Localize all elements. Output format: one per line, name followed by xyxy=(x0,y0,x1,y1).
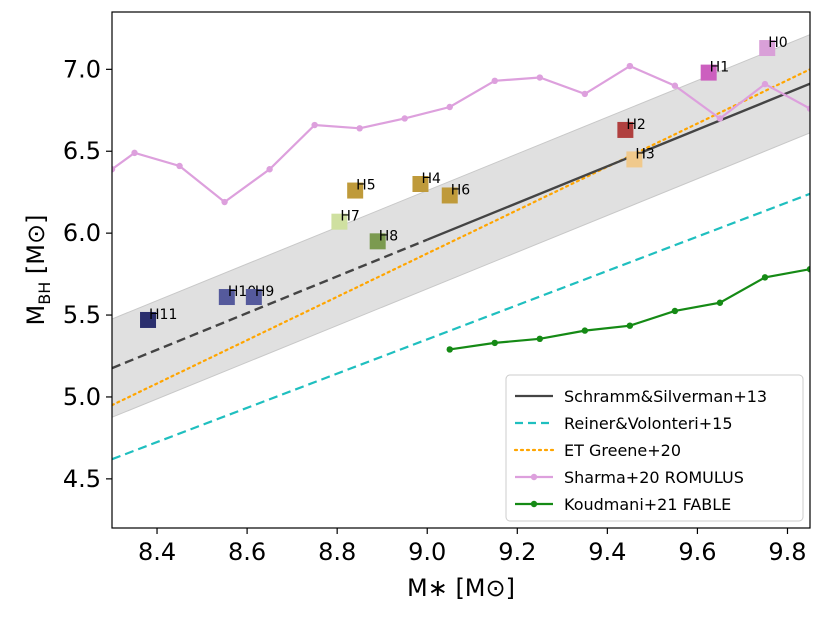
y-axis-label-main: M xyxy=(22,305,50,326)
legend-label-et-greene-20: ET Greene+20 xyxy=(564,441,681,460)
x-tick-label: 8.8 xyxy=(318,538,356,566)
series-sharma-20-romulus-point xyxy=(581,90,589,98)
series-sharma-20-romulus-point xyxy=(806,105,810,112)
series-sharma-20-romulus-point xyxy=(176,162,183,170)
halo-label-h1: H1 xyxy=(710,60,729,76)
series-koudmani-21-fable-point xyxy=(806,265,810,273)
halo-label-h0: H0 xyxy=(768,35,787,51)
legend: Schramm&Silverman+13 Reiner&Volonteri+15 E… xyxy=(505,374,804,522)
halo-label-h11: H11 xyxy=(149,307,177,323)
halo-marker-h0 xyxy=(759,40,776,57)
halo-marker-h11 xyxy=(140,311,157,328)
halo-marker-h2 xyxy=(617,121,634,138)
halo-marker-h9 xyxy=(245,289,262,306)
series-sharma-20-romulus-point xyxy=(716,115,724,122)
series-sharma-20-romulus-point xyxy=(446,103,453,111)
series-schramm-silverman-line xyxy=(426,82,810,241)
series-koudmani-21-fable-point xyxy=(671,307,679,315)
x-tick-label: 9.6 xyxy=(678,538,716,566)
series-sharma-20-romulus-point xyxy=(401,115,408,122)
series-schramm-silverman-dashed-line xyxy=(112,238,428,370)
halo-marker-h10 xyxy=(218,289,235,306)
y-axis-label-unit: [M⊙] xyxy=(22,215,50,282)
series-koudmani-21-fable-point xyxy=(446,346,453,353)
halo-label-h7: H7 xyxy=(340,209,359,225)
halo-label-h2: H2 xyxy=(626,117,645,133)
halo-label-h3: H3 xyxy=(635,146,654,162)
x-tick-label: 8.6 xyxy=(228,538,266,566)
halo-label-h8: H8 xyxy=(379,228,398,244)
legend-label-sharma-20-romulus: Sharma+20 ROMULUS xyxy=(564,468,744,487)
halo-label-h5: H5 xyxy=(356,178,375,194)
y-tick-label: 5.0 xyxy=(63,383,101,411)
series-sharma-20-romulus-point xyxy=(626,62,634,70)
legend-label-reiner-volonteri-15: Reiner&Volonteri+15 xyxy=(564,414,733,433)
series-koudmani-21-fable-point xyxy=(716,299,724,306)
halo-marker-h4 xyxy=(412,176,429,192)
series-koudmani-21-fable-point xyxy=(581,327,589,334)
series-sharma-20-romulus-point xyxy=(671,82,679,89)
series-reiner-volonteri-line xyxy=(112,192,810,461)
series-sharma-20-romulus-point xyxy=(761,80,769,88)
series-sharma-20-romulus-point xyxy=(266,166,273,173)
series-koudmani-21-fable-point xyxy=(536,335,544,342)
y-tick-label: 7.0 xyxy=(63,55,101,83)
legend-marker-koudmani-21-fable xyxy=(530,500,538,508)
legend-label-schramm-silverman-13: Schramm&Silverman+13 xyxy=(564,387,767,406)
halo-marker-h6 xyxy=(441,187,458,204)
x-tick-label: 9.0 xyxy=(408,538,446,566)
x-tick-label: 9.2 xyxy=(498,538,536,566)
series-sharma-20-romulus-point xyxy=(356,125,363,132)
legend-label-koudmani-21-fable: Koudmani+21 FABLE xyxy=(564,495,731,514)
x-tick-label: 8.4 xyxy=(138,538,176,566)
y-tick-label: 6.5 xyxy=(63,137,101,165)
series-sharma-20-romulus-point xyxy=(112,166,116,173)
legend-box xyxy=(505,374,804,522)
plot-frame xyxy=(111,11,811,529)
series-koudmani-21-fable-point xyxy=(491,339,498,347)
axes-layer: 8.4 8.6 8.8 9.0 9.2 9.4 9.6 9.8 4.5 5.0 5.5 6.0 6.5 7… xyxy=(63,55,807,566)
y-axis-label: MBH [M⊙] xyxy=(22,215,54,326)
y-tick-label: 5.5 xyxy=(63,301,101,329)
series-koudmani-21-fable-point xyxy=(626,322,634,329)
halo-label-h9: H9 xyxy=(255,284,274,300)
halo-label-h6: H6 xyxy=(451,182,471,198)
x-tick-label: 9.4 xyxy=(588,538,626,566)
halo-marker-h8 xyxy=(369,233,386,250)
series-sharma-20-romulus-point xyxy=(131,149,138,157)
halo-label-h4: H4 xyxy=(421,171,441,187)
halo-marker-h3 xyxy=(626,151,643,168)
series-koudmani-21-fable-point xyxy=(761,274,769,281)
y-axis-label-sub: BH xyxy=(35,282,54,305)
y-tick-label: 4.5 xyxy=(63,465,101,493)
series-sharma-20-romulus-point xyxy=(221,198,228,206)
x-tick-label: 9.8 xyxy=(768,538,806,566)
series-sharma-20-romulus-point xyxy=(536,74,544,81)
halo-marker-h7 xyxy=(331,213,348,230)
series-sharma-20-romulus-point xyxy=(491,77,498,85)
y-tick-label: 6.0 xyxy=(63,219,101,247)
legend-marker-sharma-20-romulus xyxy=(530,473,538,481)
series-greene-line xyxy=(112,68,810,407)
series-sharma-20-romulus-point xyxy=(311,121,318,129)
x-axis-label: M∗ [M⊙] xyxy=(407,574,515,602)
halo-marker-h1 xyxy=(700,64,717,81)
halo-marker-h5 xyxy=(347,182,364,199)
